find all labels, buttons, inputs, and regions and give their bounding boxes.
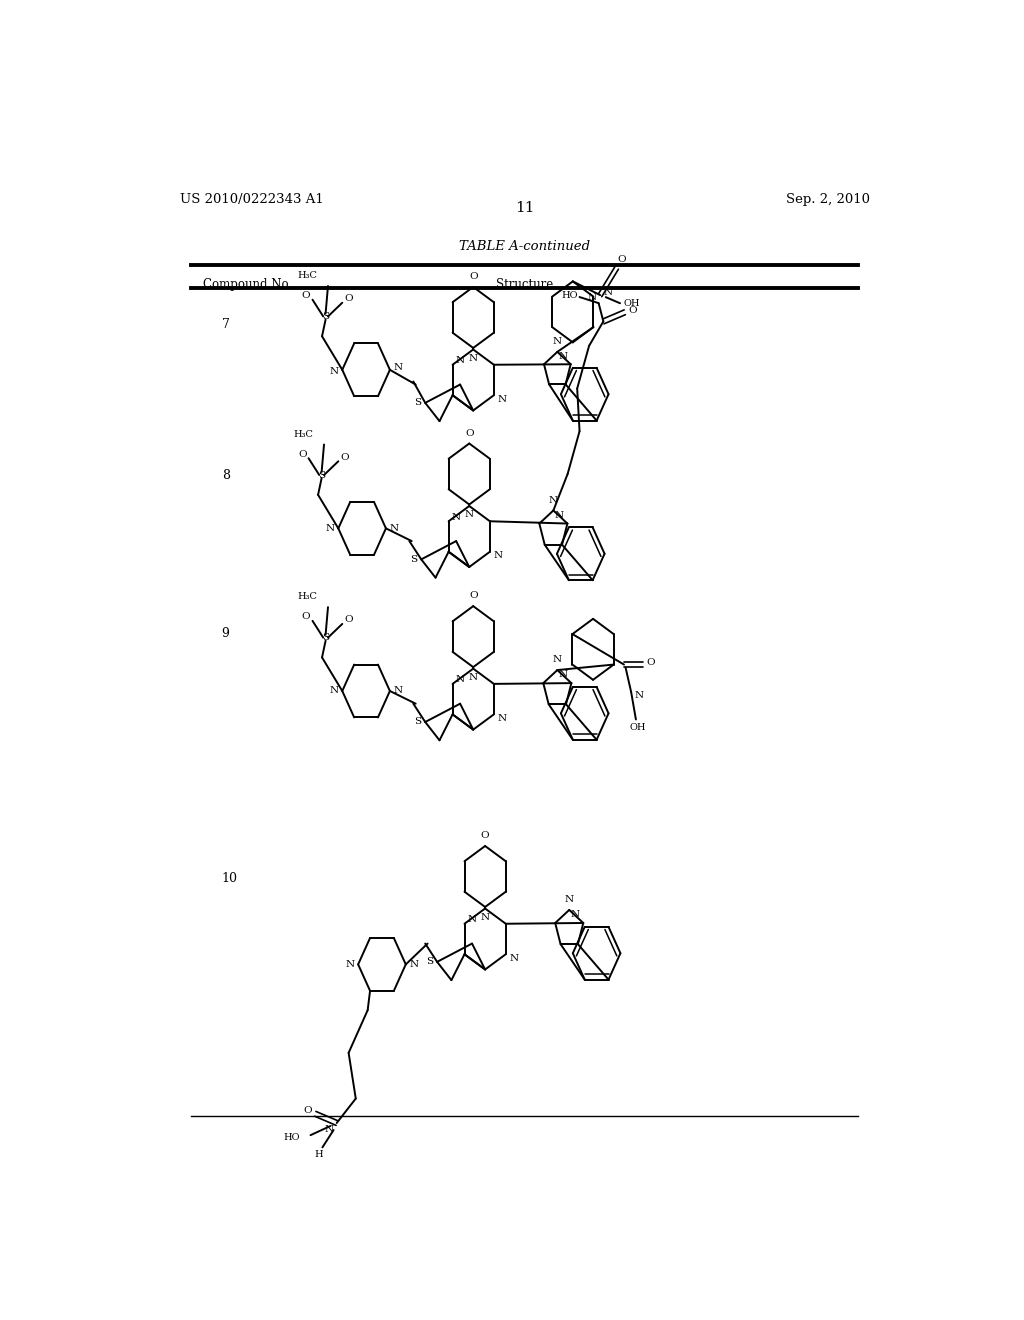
Text: N: N [468, 915, 477, 924]
Text: N: N [393, 686, 402, 696]
Text: N: N [452, 512, 461, 521]
Text: OH: OH [629, 723, 646, 733]
Text: H₃C: H₃C [297, 272, 316, 280]
Text: N: N [498, 714, 506, 723]
Text: H₃C: H₃C [293, 430, 313, 438]
Text: N: N [559, 671, 568, 680]
Text: O: O [629, 306, 637, 314]
Text: Structure: Structure [497, 279, 553, 292]
Text: H: H [314, 1150, 323, 1159]
Text: N: N [393, 363, 402, 372]
Text: N: N [498, 395, 506, 404]
Text: 8: 8 [221, 469, 229, 482]
Text: N: N [603, 288, 612, 297]
Text: N: N [553, 337, 562, 346]
Text: N: N [469, 354, 478, 363]
Text: S: S [318, 470, 326, 479]
Text: N: N [389, 524, 398, 533]
Text: O: O [465, 429, 473, 438]
Text: O: O [302, 612, 310, 622]
Text: HO: HO [283, 1133, 299, 1142]
Text: N: N [553, 656, 562, 664]
Text: S: S [322, 312, 329, 321]
Text: N: N [588, 293, 597, 301]
Text: N: N [410, 960, 418, 969]
Text: US 2010/0222343 A1: US 2010/0222343 A1 [179, 193, 324, 206]
Text: H₃C: H₃C [297, 593, 316, 602]
Text: N: N [494, 552, 503, 560]
Text: N: N [326, 524, 335, 533]
Text: N: N [509, 954, 518, 962]
Text: N: N [469, 673, 478, 681]
Text: 7: 7 [221, 318, 229, 330]
Text: N: N [330, 367, 339, 376]
Text: S: S [426, 957, 433, 966]
Text: O: O [303, 1106, 311, 1115]
Text: S: S [415, 399, 422, 408]
Text: N: N [564, 895, 573, 904]
Text: N: N [635, 690, 644, 700]
Text: TABLE A-continued: TABLE A-continued [459, 240, 591, 252]
Text: O: O [340, 453, 349, 462]
Text: OH: OH [624, 298, 640, 308]
Text: N: N [456, 356, 465, 366]
Text: 9: 9 [221, 627, 229, 640]
Text: N: N [465, 510, 474, 519]
Text: O: O [344, 615, 353, 624]
Text: N: N [480, 912, 489, 921]
Text: N: N [456, 676, 465, 684]
Text: N: N [330, 686, 339, 696]
Text: 10: 10 [221, 871, 238, 884]
Text: S: S [415, 718, 422, 726]
Text: O: O [344, 294, 353, 304]
Text: N: N [346, 960, 354, 969]
Text: O: O [469, 591, 477, 601]
Text: O: O [469, 272, 477, 281]
Text: N: N [549, 496, 558, 504]
Text: N: N [558, 351, 567, 360]
Text: O: O [481, 832, 489, 841]
Text: N: N [325, 1125, 334, 1134]
Text: O: O [617, 255, 626, 264]
Text: S: S [322, 634, 329, 642]
Text: HO: HO [561, 290, 578, 300]
Text: O: O [302, 292, 310, 300]
Text: O: O [647, 659, 655, 667]
Text: Sep. 2, 2010: Sep. 2, 2010 [786, 193, 870, 206]
Text: N: N [570, 911, 580, 919]
Text: N: N [555, 511, 564, 520]
Text: 11: 11 [515, 201, 535, 215]
Text: S: S [411, 554, 418, 564]
Text: Compound No.: Compound No. [204, 279, 293, 292]
Text: O: O [298, 450, 306, 458]
